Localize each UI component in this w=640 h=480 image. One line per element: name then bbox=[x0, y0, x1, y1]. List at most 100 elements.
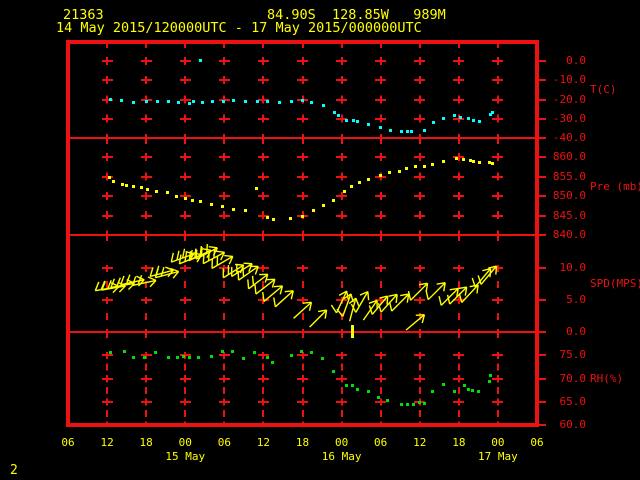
grid-cross bbox=[101, 117, 113, 120]
grid-cross bbox=[453, 400, 465, 403]
grid-column-top-dash bbox=[379, 332, 382, 338]
x-tick-label: 06 bbox=[61, 436, 75, 449]
grid-cross bbox=[140, 117, 152, 120]
grid-cross bbox=[492, 79, 504, 82]
pressure-point bbox=[321, 204, 325, 207]
temperature-point bbox=[109, 97, 113, 101]
y-tick-label: -10.0 bbox=[552, 73, 586, 87]
grid-column-dashes bbox=[106, 153, 109, 235]
y-axis-tick bbox=[537, 299, 546, 302]
pressure-point bbox=[422, 165, 426, 169]
y-axis-tick bbox=[537, 354, 546, 357]
grid-cross bbox=[257, 156, 269, 159]
temperature-point bbox=[310, 101, 314, 105]
humidity-point bbox=[210, 354, 214, 358]
humidity-point bbox=[431, 390, 435, 394]
grid-cross bbox=[336, 117, 348, 120]
station-location: 84.90S 128.85W 989M bbox=[267, 7, 446, 23]
y-axis-tick bbox=[537, 98, 546, 101]
grid-column-dashes bbox=[301, 153, 304, 235]
grid-column-top-dash bbox=[496, 235, 499, 241]
grid-column-top-dash bbox=[223, 138, 226, 144]
y-tick-label: 845.0 bbox=[552, 208, 586, 222]
grid-cross bbox=[375, 79, 387, 82]
humidity-point bbox=[487, 379, 491, 383]
pressure-point bbox=[413, 165, 417, 169]
grid-column-top-dash bbox=[262, 138, 265, 144]
grid-cross bbox=[453, 377, 465, 380]
grid-cross bbox=[414, 299, 426, 302]
grid-cross bbox=[179, 60, 191, 63]
grid-cross bbox=[414, 267, 426, 270]
pressure-point bbox=[190, 198, 194, 202]
grid-cross bbox=[140, 98, 152, 101]
x-date-label: 16 May bbox=[321, 449, 362, 463]
temperature-point bbox=[256, 100, 260, 104]
grid-column-top-dash bbox=[301, 332, 304, 338]
humidity-point bbox=[351, 383, 355, 387]
grid-column-top-dash bbox=[457, 138, 460, 144]
grid-cross bbox=[101, 79, 113, 82]
grid-cross bbox=[257, 400, 269, 403]
grid-cross bbox=[336, 354, 348, 357]
grid-column-dashes bbox=[496, 351, 499, 425]
humidity-point bbox=[355, 387, 359, 391]
temperature-point bbox=[489, 112, 493, 116]
grid-cross bbox=[257, 98, 269, 101]
grid-column-top-dash bbox=[340, 42, 343, 48]
pressure-point bbox=[155, 189, 159, 193]
grid-cross bbox=[375, 267, 387, 270]
pressure-point bbox=[255, 186, 259, 190]
x-tick-label: 12 bbox=[256, 436, 271, 449]
humidity-point bbox=[476, 390, 480, 394]
pressure-point bbox=[342, 190, 346, 194]
grid-cross bbox=[492, 195, 504, 198]
grid-cross bbox=[336, 299, 348, 302]
humidity-point bbox=[321, 356, 325, 360]
temperature-point bbox=[289, 99, 293, 103]
y-axis-tick bbox=[537, 60, 546, 63]
grid-cross bbox=[218, 117, 230, 120]
y-axis-tick bbox=[537, 400, 546, 403]
y-tick-label: 65.0 bbox=[559, 394, 587, 408]
grid-column-top-dash bbox=[184, 42, 187, 48]
x-date-label: 15 May bbox=[165, 449, 206, 463]
temperature-point bbox=[405, 129, 409, 133]
grid-cross bbox=[140, 214, 152, 217]
grid-cross bbox=[140, 60, 152, 63]
grid-cross bbox=[179, 79, 191, 82]
grid-cross bbox=[492, 156, 504, 159]
grid-cross bbox=[218, 98, 230, 101]
grid-column-top-dash bbox=[106, 42, 109, 48]
humidity-point bbox=[109, 351, 113, 355]
grid-column-dashes bbox=[379, 351, 382, 425]
pressure-point bbox=[477, 161, 481, 165]
pressure-point bbox=[231, 207, 235, 211]
grid-column-dashes bbox=[145, 264, 148, 332]
temperature-point bbox=[471, 119, 475, 123]
grid-cross bbox=[257, 60, 269, 63]
grid-cross bbox=[336, 400, 348, 403]
grid-cross bbox=[101, 299, 113, 302]
grid-cross bbox=[297, 267, 308, 270]
humidity-point bbox=[220, 350, 224, 354]
y-tick-label: -30.0 bbox=[552, 111, 586, 125]
grid-cross bbox=[179, 267, 191, 270]
y-tick-label: 840.0 bbox=[552, 228, 586, 241]
pressure-point bbox=[491, 162, 495, 166]
grid-column-dashes bbox=[457, 153, 460, 235]
pressure-point bbox=[404, 166, 408, 170]
pressure-point bbox=[210, 202, 214, 206]
grid-column-top-dash bbox=[418, 235, 421, 241]
grid-cross bbox=[257, 299, 269, 302]
grid-cross bbox=[453, 267, 465, 270]
grid-cross bbox=[140, 267, 152, 270]
humidity-point bbox=[422, 402, 426, 406]
page-number: 2 bbox=[10, 463, 18, 478]
grid-cross bbox=[218, 267, 230, 270]
grid-cross bbox=[297, 400, 308, 403]
pressure-point bbox=[175, 195, 179, 199]
grid-cross bbox=[101, 400, 113, 403]
grid-column-dashes bbox=[223, 153, 226, 235]
